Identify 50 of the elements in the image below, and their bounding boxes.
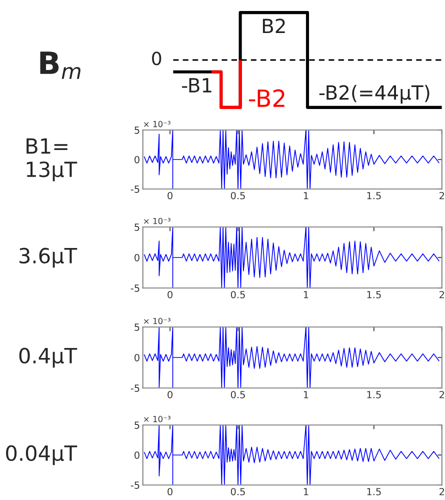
y-tick-label: 0 [134,354,140,362]
x-tick-label: 2 [440,290,444,298]
y-tick-label: 5 [134,324,140,331]
line-series [144,425,440,485]
x-tick-label: 0 [168,290,172,298]
y-tick-label: -5 [130,482,140,489]
y-tick-label: 5 [134,126,140,134]
x-tick-label: 0 [168,390,172,398]
y-tick-label: 5 [134,224,140,231]
x-tick-label: 0.5 [230,390,245,398]
text: × 10⁻³ [144,318,170,324]
line-series [144,130,440,189]
y-tick-label: 5 [134,422,140,429]
y-axis-title: B1= 13μT [26,138,78,182]
x-tick-label: 1 [304,291,308,298]
text: × 10⁻³ [144,120,170,128]
x-tick-label: 2 [440,192,444,200]
line-series [144,327,440,388]
y-axis-title: B$_{m}$ [40,52,80,79]
text: × 10⁻³ [144,218,170,224]
x-tick-label: 2 [440,488,444,496]
series-label: -B2 [248,89,284,107]
text: × 10⁻³ [144,416,170,422]
y-tick-label: 0 [134,156,140,164]
x-tick-label: 0.5 [230,488,245,496]
y-tick-label: -5 [130,186,140,193]
y-tick-label: -5 [130,384,140,392]
x-tick-label: 1.5 [367,391,381,398]
x-tick-label: 0.5 [230,192,245,200]
x-tick-label: 0 [168,488,172,496]
x-tick-label: 0.5 [230,290,245,298]
x-tick-label: 2 [440,390,444,398]
x-tick-label: 1 [304,192,308,200]
y-axis-title: 0.04μT [6,445,78,466]
annotation: -B1 [182,78,212,92]
y-tick-label: 0 [134,451,140,459]
x-tick-label: 1.5 [367,488,381,496]
x-tick-label: 1.5 [367,291,381,298]
x-tick-label: 1.5 [367,192,381,200]
y-tick-label: -5 [130,284,140,292]
y-axis-title: 0.4μT [19,348,78,368]
x-tick-label: 1 [304,391,308,398]
y-tick-label: 0 [134,254,140,262]
annotation: -B2(=44μT) [319,84,430,104]
x-tick-label: 1 [304,488,308,496]
x-tick-label: 0 [168,192,172,200]
line-series [144,227,440,288]
y-axis-title: 3.6μT [20,248,78,268]
ref-line-label: 0 [152,52,162,66]
annotation: B2 [262,18,285,34]
